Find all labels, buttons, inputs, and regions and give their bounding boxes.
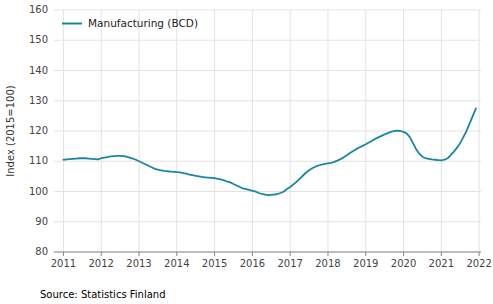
x-axis-line <box>54 252 481 253</box>
x-tick <box>176 252 177 256</box>
x-tick-label: 2021 <box>429 258 454 269</box>
grid-line-y <box>54 131 481 132</box>
x-tick <box>479 252 480 256</box>
x-tick-label: 2012 <box>89 258 114 269</box>
y-tick-label: 80 <box>35 246 48 257</box>
y-tick-label: 140 <box>29 65 48 76</box>
grid-line-y <box>54 191 481 192</box>
x-tick <box>290 252 291 256</box>
x-tick-label: 2017 <box>277 258 302 269</box>
x-tick-label: 2022 <box>466 258 491 269</box>
y-tick-label: 100 <box>29 186 48 197</box>
grid-line-x <box>365 10 366 252</box>
grid-line-x <box>327 10 328 252</box>
chart: 80 90 100 110 120 130 140 150 160 2011 2012 2013 201… <box>0 0 493 304</box>
y-tick-label: 130 <box>29 95 48 106</box>
y-tick-label: 160 <box>29 4 48 15</box>
grid-line-y <box>54 161 481 162</box>
grid-line-y <box>54 221 481 222</box>
grid-line-x <box>479 10 480 252</box>
x-tick <box>252 252 253 256</box>
legend-swatch <box>62 23 82 25</box>
x-tick <box>214 252 215 256</box>
source-note: Source: Statistics Finland <box>40 289 166 300</box>
grid-line-x <box>63 10 64 252</box>
grid-line-x <box>252 10 253 252</box>
grid-line-y <box>54 40 481 41</box>
grid-line-y <box>54 100 481 101</box>
grid-line-x <box>139 10 140 252</box>
y-tick-label: 120 <box>29 125 48 136</box>
y-tick-label: 110 <box>29 155 48 166</box>
x-tick <box>327 252 328 256</box>
legend: Manufacturing (BCD) <box>62 17 198 29</box>
x-tick <box>441 252 442 256</box>
grid-line-x <box>290 10 291 252</box>
y-axis-label: Index (2015=100) <box>5 85 16 177</box>
x-tick-label: 2011 <box>51 258 76 269</box>
x-tick-label: 2020 <box>391 258 416 269</box>
legend-label: Manufacturing (BCD) <box>88 17 198 29</box>
x-tick-label: 2015 <box>202 258 227 269</box>
x-tick <box>365 252 366 256</box>
grid <box>54 10 481 252</box>
x-tick-label: 2018 <box>315 258 340 269</box>
x-tick <box>139 252 140 256</box>
series-line <box>63 108 476 195</box>
grid-line-y <box>54 10 481 11</box>
grid-line-x <box>176 10 177 252</box>
y-tick-label: 90 <box>35 216 48 227</box>
grid-line-x <box>214 10 215 252</box>
x-tick-label: 2013 <box>126 258 151 269</box>
y-tick-label: 150 <box>29 34 48 45</box>
x-tick-label: 2016 <box>240 258 265 269</box>
grid-line-y <box>54 70 481 71</box>
x-tick <box>403 252 404 256</box>
grid-line-y <box>54 252 481 253</box>
x-tick-label: 2014 <box>164 258 189 269</box>
axes: 80 90 100 110 120 130 140 150 160 2011 2012 2013 201… <box>29 4 492 269</box>
x-tick-label: 2019 <box>353 258 378 269</box>
x-tick <box>101 252 102 256</box>
grid-line-x <box>441 10 442 252</box>
grid-line-x <box>101 10 102 252</box>
x-tick <box>63 252 64 256</box>
plot-area <box>63 108 476 195</box>
